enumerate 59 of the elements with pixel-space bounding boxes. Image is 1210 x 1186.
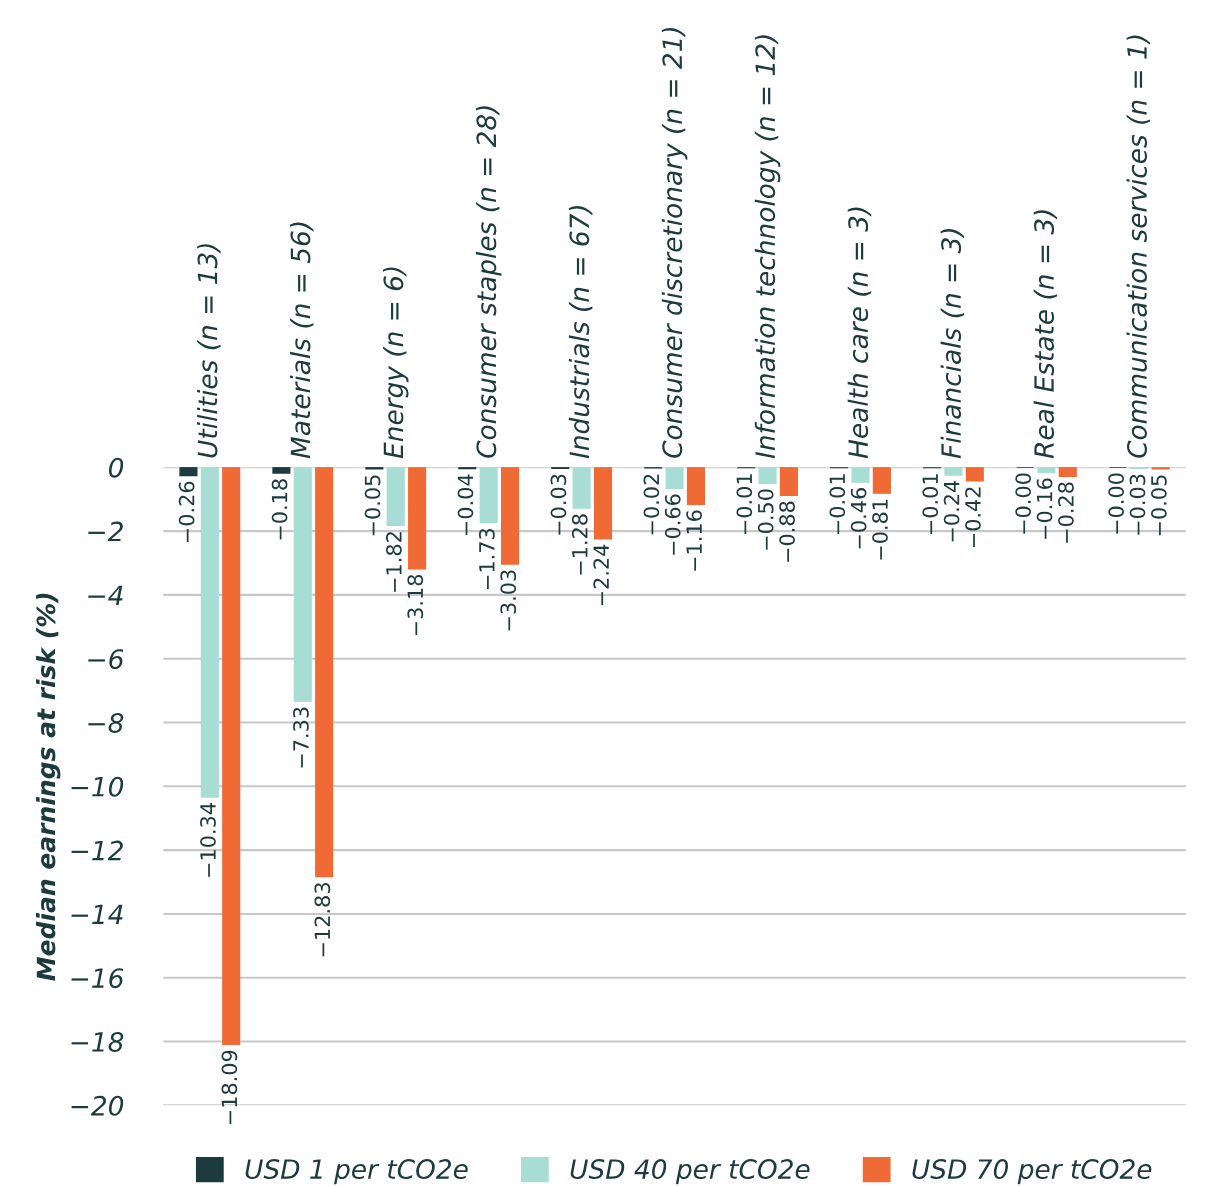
data-label: −0.24 [943,480,960,542]
y-axis-title: Median earnings at risk (%) [36,593,61,981]
data-label: −0.02 [643,474,660,535]
x-tick-label: Energy (n = 6) [382,267,409,459]
y-tick-label: −6 [88,649,124,670]
x-tick-label: Consumer staples (n = 28) [475,106,502,458]
data-label: −3.03 [500,570,517,631]
data-label: −0.18 [271,479,288,540]
x-tick-label: Industrials (n = 67) [568,205,593,459]
data-label: −0.05 [364,475,381,536]
data-label: −0.50 [757,489,774,550]
data-label: −0.01 [829,474,846,535]
data-label: −0.46 [850,488,867,549]
x-tick-label: Real Estate (n = 3) [1033,210,1058,459]
legend-label: USD 70 per tCO2e [912,1159,1152,1185]
x-tick-label: Information technology (n = 12) [754,35,781,459]
data-label: −0.04 [457,474,474,535]
data-label: −0.28 [1058,482,1074,543]
data-label: −0.03 [550,474,567,535]
x-tick-label: Utilities (n = 13) [197,244,221,458]
y-tick-label: −18 [71,1031,124,1052]
data-label: −3.18 [407,574,424,636]
data-label: −1.16 [686,510,702,571]
y-tick-label: −4 [88,585,123,605]
data-label: −0.81 [872,499,888,560]
data-label: −0.26 [178,481,195,542]
y-tick-label: −2 [88,521,123,542]
data-label: −0.03 [1129,474,1146,535]
x-tick-label: Communication services (n = 1) [1126,35,1151,458]
data-label: −10.34 [200,803,216,877]
x-tick-label: Health care (n = 3) [847,207,872,459]
x-tick-label: Consumer discretionary (n = 21) [661,27,688,458]
data-label: −0.01 [736,474,753,535]
y-tick-label: −10 [71,776,124,797]
data-label: −18.09 [221,1050,238,1125]
data-label: −1.82 [386,532,402,592]
data-label: −1.73 [478,528,495,589]
legend-label: USD 40 per tCO2e [570,1159,810,1185]
data-label: −0.42 [965,487,981,548]
y-tick-label: 0 [108,457,124,478]
y-tick-label: −8 [88,712,124,733]
data-label: −0.00 [1108,473,1124,534]
x-tick-label: Materials (n = 56) [290,222,314,459]
data-label: −1.28 [571,514,588,575]
data-label: −0.16 [1036,478,1053,539]
data-label: −0.05 [1150,475,1167,536]
data-label: −2.24 [593,544,609,606]
data-label: −0.01 [922,474,939,535]
data-label: −0.88 [779,501,795,562]
y-tick-label: −12 [71,840,123,861]
y-tick-label: −14 [71,904,123,924]
data-label: −0.66 [664,494,681,555]
y-tick-label: −16 [71,968,124,989]
data-label: −12.83 [314,883,331,957]
data-label: −7.33 [293,707,309,768]
y-tick-label: −20 [71,1095,124,1116]
data-label: −0.00 [1015,473,1032,534]
legend-label: USD 1 per tCO2e [245,1159,468,1185]
x-tick-label: Financials (n = 3) [940,229,965,459]
